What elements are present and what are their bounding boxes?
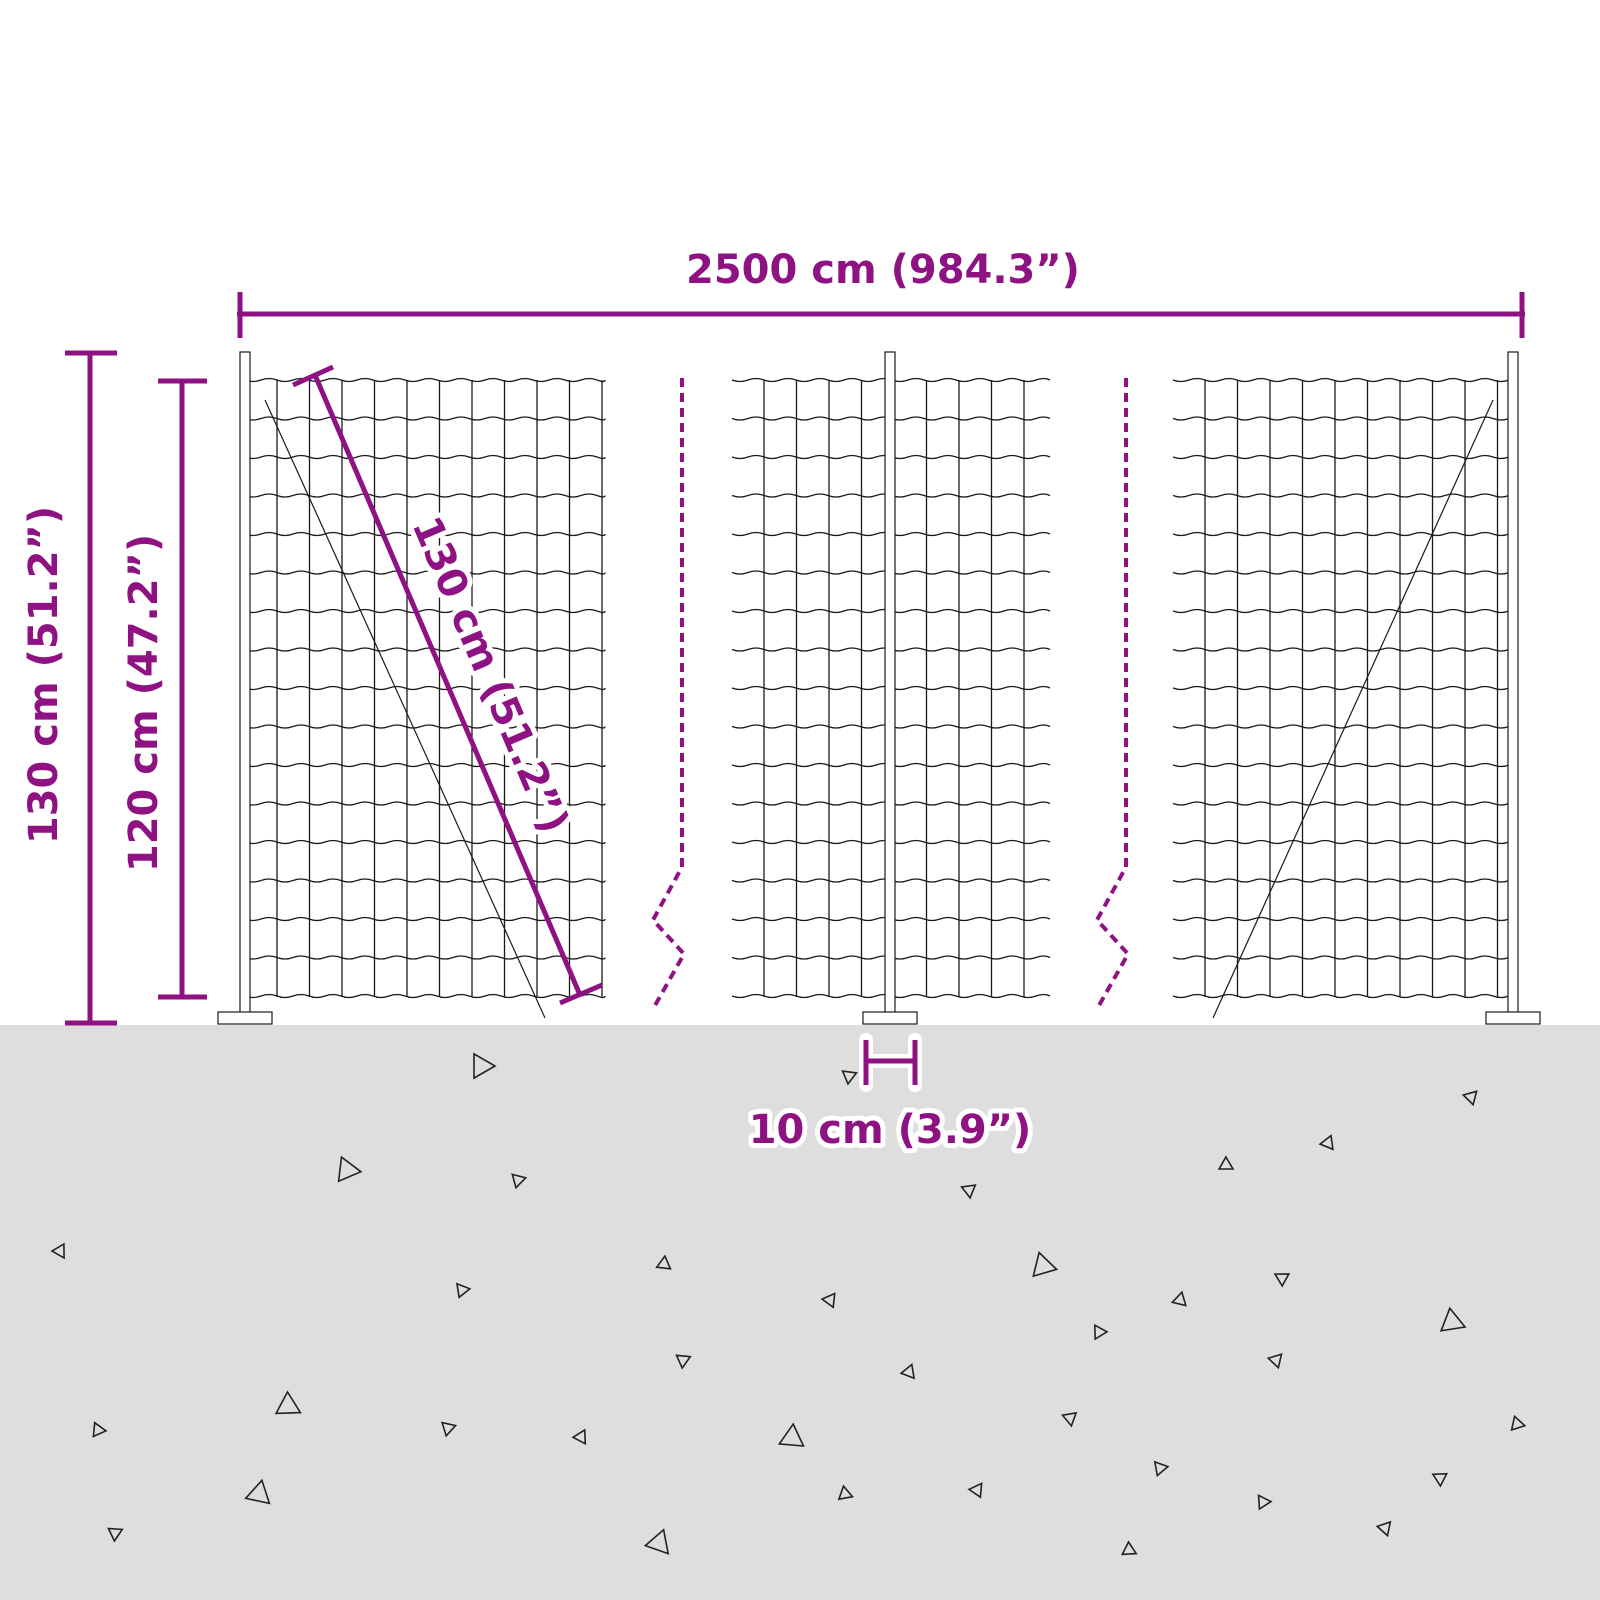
gravel-mark bbox=[1032, 1250, 1059, 1278]
horizontal-wire bbox=[1172, 647, 1517, 652]
gravel-mark bbox=[455, 1282, 472, 1299]
brace-length-dimension bbox=[291, 364, 603, 1006]
gravel-mark bbox=[107, 1527, 124, 1543]
horizontal-wire bbox=[244, 685, 606, 691]
horizontal-wire bbox=[1172, 685, 1517, 691]
horizontal-wire bbox=[244, 570, 606, 575]
horizontal-wire bbox=[244, 647, 606, 652]
gravel-mark bbox=[820, 1292, 836, 1309]
horizontal-wire bbox=[244, 493, 606, 498]
gravel-mark bbox=[473, 1052, 497, 1080]
gravel-mark bbox=[841, 1070, 858, 1086]
horizontal-wire bbox=[244, 454, 606, 460]
horizontal-wire bbox=[244, 762, 606, 768]
fence-panel bbox=[1172, 377, 1517, 999]
gravel-mark bbox=[1093, 1323, 1109, 1341]
horizontal-wire bbox=[1172, 955, 1517, 960]
gravel-mark bbox=[1170, 1290, 1187, 1307]
horizontal-wire bbox=[1172, 416, 1517, 421]
horizontal-wire bbox=[1172, 570, 1517, 575]
continuation-break-left bbox=[650, 378, 687, 1010]
fence-height-label: 120 cm (47.2”) bbox=[121, 534, 167, 872]
horizontal-wire bbox=[1172, 839, 1517, 845]
horizontal-wire bbox=[244, 993, 606, 999]
fence-post bbox=[862, 351, 918, 1025]
gravel-mark bbox=[274, 1390, 302, 1415]
ground bbox=[0, 1025, 1600, 1600]
horizontal-wire bbox=[1172, 916, 1517, 922]
total-length-dimension bbox=[237, 292, 1525, 338]
brace-strut bbox=[264, 399, 546, 1019]
gravel-mark bbox=[571, 1428, 587, 1446]
horizontal-wire bbox=[244, 916, 606, 922]
horizontal-wire bbox=[1172, 531, 1517, 537]
post-height-label: 130 cm (51.2”) bbox=[21, 506, 67, 844]
total-length-label: 2500 cm (984.3”) bbox=[686, 247, 1080, 293]
fence-post bbox=[1212, 351, 1541, 1025]
gravel-mark bbox=[1510, 1414, 1527, 1432]
gravel-mark bbox=[837, 1484, 855, 1501]
horizontal-wire bbox=[1172, 724, 1517, 729]
horizontal-wire bbox=[244, 608, 606, 614]
horizontal-wire bbox=[1172, 493, 1517, 498]
gravel-mark bbox=[967, 1482, 983, 1499]
gravel-mark bbox=[1153, 1460, 1170, 1477]
post-base-plate bbox=[217, 1011, 273, 1025]
horizontal-wire bbox=[1172, 993, 1517, 999]
horizontal-wire bbox=[1172, 878, 1517, 883]
gravel-mark bbox=[337, 1155, 363, 1183]
gravel-mark bbox=[777, 1422, 805, 1447]
gravel-mark bbox=[92, 1421, 108, 1438]
gravel-mark bbox=[1060, 1411, 1078, 1428]
gravel-mark bbox=[675, 1354, 692, 1370]
horizontal-wire bbox=[1172, 454, 1517, 460]
horizontal-wire bbox=[1172, 608, 1517, 614]
fence-post bbox=[217, 351, 546, 1025]
horizontal-wire bbox=[1172, 801, 1517, 806]
gravel-mark bbox=[1257, 1493, 1273, 1511]
fence-panels bbox=[217, 351, 1541, 1025]
gravel-mark bbox=[1431, 1472, 1449, 1488]
post-base-plate bbox=[862, 1011, 918, 1025]
gravel-mark bbox=[960, 1184, 977, 1200]
horizontal-wire bbox=[1172, 762, 1517, 768]
horizontal-wire bbox=[244, 724, 606, 729]
post-base-plate bbox=[1485, 1011, 1541, 1025]
horizontal-wire bbox=[1172, 377, 1517, 383]
horizontal-wire bbox=[244, 839, 606, 845]
gravel-mark bbox=[1217, 1155, 1235, 1170]
gravel-mark bbox=[1266, 1353, 1283, 1370]
gravel-mark bbox=[643, 1528, 670, 1555]
gravel-mark bbox=[1439, 1306, 1467, 1332]
ground-gravel-marks bbox=[50, 1052, 1527, 1556]
horizontal-wire bbox=[244, 801, 606, 806]
gravel-mark bbox=[899, 1363, 916, 1380]
gravel-mark bbox=[1461, 1090, 1478, 1107]
gravel-mark bbox=[1318, 1134, 1334, 1151]
gravel-mark bbox=[511, 1173, 528, 1190]
horizontal-wire bbox=[244, 416, 606, 421]
gravel-mark bbox=[440, 1421, 458, 1438]
gravel-mark bbox=[655, 1254, 672, 1270]
gravel-mark bbox=[1120, 1540, 1138, 1556]
brace-strut bbox=[1212, 399, 1494, 1019]
fence-panel bbox=[244, 377, 606, 999]
post-width-dimension bbox=[859, 1033, 922, 1092]
gravel-mark bbox=[1273, 1273, 1291, 1288]
gravel-mark bbox=[50, 1242, 65, 1260]
continuation-break-right bbox=[1094, 378, 1131, 1010]
horizontal-wire bbox=[244, 955, 606, 960]
gravel-mark bbox=[244, 1478, 271, 1505]
horizontal-wire bbox=[244, 878, 606, 883]
post-height-dimension bbox=[65, 350, 117, 1026]
post-width-label: 10 cm (3.9”) bbox=[749, 1107, 1032, 1153]
fence-height-dimension bbox=[158, 378, 207, 1000]
horizontal-wire bbox=[244, 531, 606, 537]
gravel-mark bbox=[1375, 1520, 1392, 1538]
